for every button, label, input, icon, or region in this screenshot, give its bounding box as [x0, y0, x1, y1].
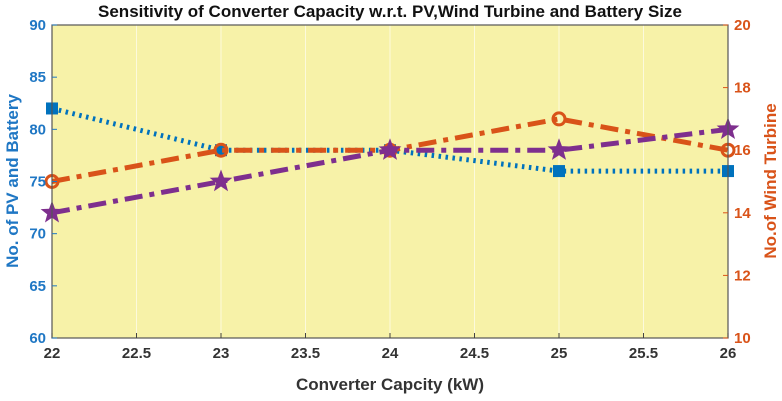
marker-wind-turbine	[213, 142, 229, 158]
marker-battery	[378, 138, 402, 160]
x-tick-label: 24	[382, 345, 399, 362]
marker-battery	[209, 169, 233, 192]
y-axis-left-label: No. of PV and Battery	[3, 94, 22, 268]
y-right-tick-label: 20	[734, 17, 751, 34]
y-right-tick-label: 16	[734, 142, 751, 159]
x-tick-label: 23	[213, 345, 230, 362]
y-right-tick-label: 12	[734, 267, 751, 284]
y-right-tick-label: 18	[734, 80, 751, 97]
x-tick-label: 24.5	[460, 345, 489, 362]
axes: 22 22.5 23 23.5 24 24.5 25 25.5 26 60 65 70 75 80 85 90…	[29, 17, 751, 362]
x-tick-label: 23.5	[291, 345, 320, 362]
y-left-tick-label: 75	[29, 174, 46, 191]
y-axis-right-label: No.of Wind Turbine	[761, 103, 780, 258]
marker-battery	[547, 138, 571, 160]
x-tick-label: 25.5	[629, 345, 658, 362]
x-tick-label: 22.5	[122, 345, 151, 362]
y-right-tick-label: 10	[734, 330, 751, 347]
y-left-tick-label: 65	[29, 278, 46, 295]
y-left-tick-label: 85	[29, 69, 46, 86]
marker-pv	[553, 165, 565, 178]
marker-wind-turbine	[551, 111, 567, 127]
y-left-tick-label: 70	[29, 226, 46, 243]
y-right-tick-label: 14	[734, 205, 751, 222]
x-tick-label: 22	[44, 345, 61, 362]
y-left-tick-label: 60	[29, 330, 46, 347]
y-left-tick-label: 80	[29, 121, 46, 138]
y-left-tick-label: 90	[29, 17, 46, 34]
x-tick-label: 25	[551, 345, 568, 362]
x-tick-label: 26	[720, 345, 737, 362]
chart-title: Sensitivity of Converter Capacity w.r.t.…	[98, 2, 682, 21]
x-axis-label: Converter Capcity (kW)	[296, 375, 484, 394]
marker-pv	[215, 144, 227, 157]
